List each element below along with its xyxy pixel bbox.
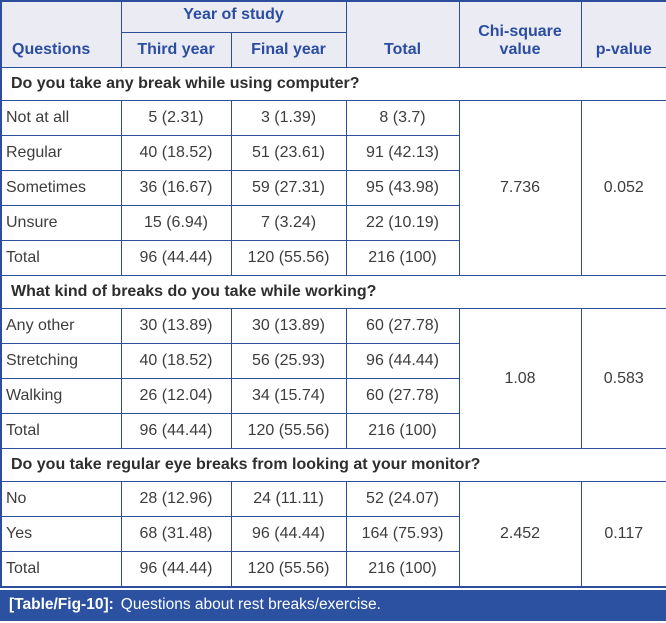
row-label: Not at all [0,100,122,136]
table-row: Total 96 (44.44) 120 (55.56) 216 (100) [0,240,666,276]
cell-final-year: 120 (55.56) [230,413,347,449]
cell-p-value: 0.583 [580,308,666,449]
section-question: Do you take regular eye breaks from look… [0,448,666,482]
cell-third-year: 68 (31.48) [120,516,232,552]
cell-p-value: 0.117 [580,481,666,587]
column-header-total: Total [345,0,460,68]
section-question-row: What kind of breaks do you take while wo… [0,275,666,309]
column-header-final-year: Final year [230,32,347,68]
cell-third-year: 96 (44.44) [120,413,232,449]
table-row: Unsure 15 (6.94) 7 (3.24) 22 (10.19) [0,205,666,241]
table-row: Any other 30 (13.89) 30 (13.89) 60 (27.7… [0,308,666,449]
cell-final-year: 56 (25.93) [230,343,347,379]
cell-chi-square-value: 7.736 [458,100,582,276]
row-label: No [0,481,122,517]
column-header-questions: Questions [0,0,122,68]
cell-final-year: 30 (13.89) [230,308,347,344]
table-row: Total 96 (44.44) 120 (55.56) 216 (100) [0,551,666,587]
cell-final-year: 24 (11.11) [230,481,347,517]
table-row: Total 96 (44.44) 120 (55.56) 216 (100) [0,413,666,449]
caption-text: Questions about rest breaks/exercise. [120,596,381,613]
table-header: Questions Year of study Total Chi-square… [0,0,666,68]
cell-total: 91 (42.13) [345,135,460,171]
section-question-row: Do you take regular eye breaks from look… [0,448,666,482]
cell-total: 52 (24.07) [345,481,460,517]
table-row: No 28 (12.96) 24 (11.11) 52 (24.07) 2.45… [0,481,666,587]
caption-figure-label: [Table/Fig-10]: [9,596,114,613]
cell-third-year: 15 (6.94) [120,205,232,241]
table-row: Stretching 40 (18.52) 56 (25.93) 96 (44.… [0,343,666,379]
cell-final-year: 3 (1.39) [230,100,347,136]
section-question: Do you take any break while using comput… [0,67,666,101]
rest-breaks-statistics-table: Questions Year of study Total Chi-square… [0,0,666,588]
cell-final-year: 7 (3.24) [230,205,347,241]
cell-third-year: 26 (12.04) [120,378,232,414]
column-header-year-of-study: Year of study [120,0,347,33]
column-header-p-value: p-value [580,0,666,68]
cell-third-year: 96 (44.44) [120,240,232,276]
cell-final-year: 96 (44.44) [230,516,347,552]
row-label: Yes [0,516,122,552]
section-question-row: Do you take any break while using comput… [0,67,666,101]
row-label: Unsure [0,205,122,241]
table-row: Yes 68 (31.48) 96 (44.44) 164 (75.93) [0,516,666,552]
row-label: Walking [0,378,122,414]
table-row: Regular 40 (18.52) 51 (23.61) 91 (42.13) [0,135,666,171]
cell-third-year: 36 (16.67) [120,170,232,206]
cell-total: 60 (27.78) [345,378,460,414]
cell-final-year: 120 (55.56) [230,240,347,276]
cell-total: 22 (10.19) [345,205,460,241]
row-label: Stretching [0,343,122,379]
cell-total: 96 (44.44) [345,343,460,379]
cell-third-year: 96 (44.44) [120,551,232,587]
cell-chi-square-value: 1.08 [458,308,582,449]
cell-third-year: 28 (12.96) [120,481,232,517]
cell-p-value: 0.052 [580,100,666,276]
cell-final-year: 59 (27.31) [230,170,347,206]
cell-final-year: 51 (23.61) [230,135,347,171]
cell-third-year: 30 (13.89) [120,308,232,344]
cell-third-year: 5 (2.31) [120,100,232,136]
cell-total: 216 (100) [345,413,460,449]
row-label: Total [0,413,122,449]
cell-final-year: 120 (55.56) [230,551,347,587]
section-question: What kind of breaks do you take while wo… [0,275,666,309]
table-caption-bar: [Table/Fig-10]: Questions about rest bre… [0,589,666,621]
cell-chi-square-value: 2.452 [458,481,582,587]
table-row: Sometimes 36 (16.67) 59 (27.31) 95 (43.9… [0,170,666,206]
row-label: Sometimes [0,170,122,206]
cell-total: 164 (75.93) [345,516,460,552]
cell-total: 8 (3.7) [345,100,460,136]
table-row: Walking 26 (12.04) 34 (15.74) 60 (27.78) [0,378,666,414]
row-label: Total [0,240,122,276]
cell-total: 216 (100) [345,551,460,587]
cell-total: 60 (27.78) [345,308,460,344]
table-row: Not at all 5 (2.31) 3 (1.39) 8 (3.7) 7.7… [0,100,666,276]
cell-total: 95 (43.98) [345,170,460,206]
cell-total: 216 (100) [345,240,460,276]
column-header-chi-square: Chi-square value [458,0,582,68]
row-label: Regular [0,135,122,171]
cell-third-year: 40 (18.52) [120,343,232,379]
row-label: Total [0,551,122,587]
row-label: Any other [0,308,122,344]
cell-third-year: 40 (18.52) [120,135,232,171]
column-header-third-year: Third year [120,32,232,68]
cell-final-year: 34 (15.74) [230,378,347,414]
